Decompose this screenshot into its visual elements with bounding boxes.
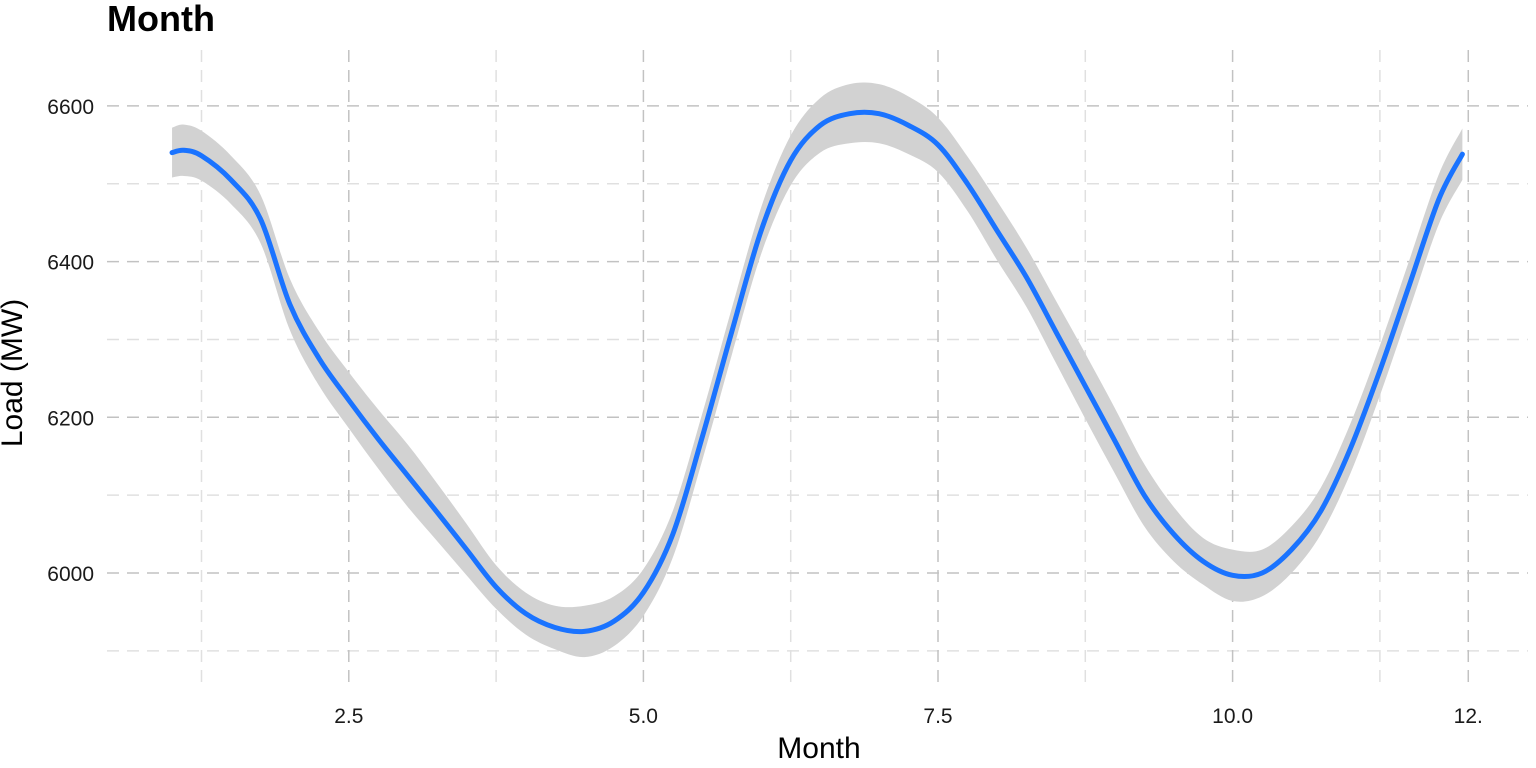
y-axis-title: Load (MW)	[0, 299, 29, 447]
tick-label-layer: 2.5 5.0 7.5 10.0 12. 6000 6200 6400 6600	[47, 96, 1483, 728]
x-tick-label: 10.0	[1212, 705, 1253, 728]
series-line-layer	[169, 109, 1465, 635]
x-tick-label: 12.	[1454, 705, 1483, 728]
y-tick-label: 6200	[47, 407, 94, 430]
y-tick-label: 6600	[47, 96, 94, 119]
x-tick-label: 5.0	[629, 705, 658, 728]
x-tick-label: 2.5	[334, 705, 363, 728]
x-tick-label: 7.5	[923, 705, 952, 728]
confidence-band	[172, 82, 1463, 658]
x-axis-title: Month	[777, 732, 860, 765]
chart-title: Month	[107, 0, 215, 39]
y-tick-label: 6400	[47, 252, 94, 275]
confidence-band-layer	[172, 82, 1463, 658]
y-tick-label: 6000	[47, 563, 94, 586]
smooth-trend-line	[169, 109, 1465, 635]
